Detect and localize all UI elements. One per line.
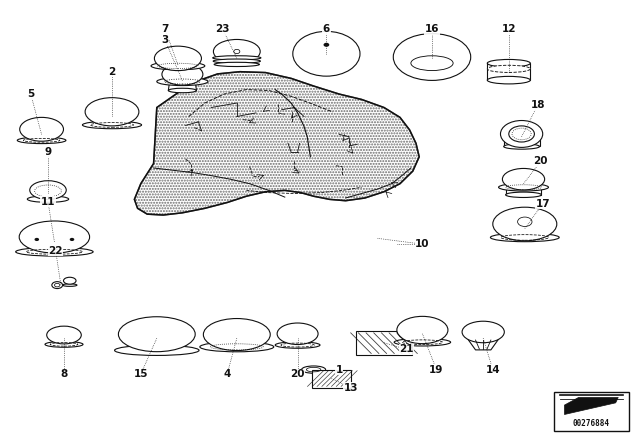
Text: 4: 4 (223, 369, 231, 379)
Ellipse shape (487, 60, 531, 67)
Ellipse shape (15, 247, 93, 256)
Text: 20: 20 (534, 156, 548, 166)
Ellipse shape (63, 277, 76, 284)
Text: 14: 14 (486, 365, 500, 375)
Ellipse shape (17, 137, 66, 144)
Ellipse shape (151, 62, 205, 70)
Text: 16: 16 (425, 24, 439, 34)
Ellipse shape (213, 59, 260, 63)
Polygon shape (504, 134, 540, 146)
Text: 19: 19 (429, 365, 444, 375)
Ellipse shape (506, 192, 541, 198)
Ellipse shape (168, 88, 196, 93)
Ellipse shape (28, 196, 68, 202)
Polygon shape (312, 370, 351, 388)
Ellipse shape (63, 284, 77, 286)
Text: 6: 6 (323, 24, 330, 34)
Ellipse shape (397, 316, 448, 344)
Polygon shape (487, 63, 531, 80)
Text: 00276884: 00276884 (573, 419, 610, 428)
Ellipse shape (502, 168, 545, 190)
Ellipse shape (214, 62, 259, 66)
Text: 13: 13 (344, 383, 358, 392)
Ellipse shape (275, 342, 320, 348)
Ellipse shape (204, 319, 270, 350)
Text: 5: 5 (27, 89, 35, 99)
Ellipse shape (83, 121, 141, 129)
Text: 8: 8 (60, 369, 68, 379)
Text: 11: 11 (41, 197, 55, 207)
Polygon shape (168, 82, 196, 90)
Text: 3: 3 (161, 35, 169, 45)
Ellipse shape (212, 56, 261, 60)
Ellipse shape (394, 339, 451, 346)
Text: 15: 15 (134, 369, 148, 379)
Text: 9: 9 (44, 147, 52, 157)
Ellipse shape (509, 126, 534, 142)
Ellipse shape (200, 342, 274, 352)
Text: 17: 17 (536, 199, 550, 209)
Ellipse shape (499, 184, 548, 191)
Ellipse shape (157, 78, 208, 86)
Ellipse shape (118, 317, 195, 352)
Text: 7: 7 (161, 24, 169, 34)
Polygon shape (468, 339, 499, 350)
Ellipse shape (213, 39, 260, 64)
Ellipse shape (35, 238, 39, 241)
Text: 10: 10 (415, 239, 429, 249)
Ellipse shape (45, 341, 83, 347)
Text: 18: 18 (531, 100, 545, 110)
Polygon shape (134, 72, 419, 215)
Ellipse shape (500, 121, 543, 147)
Text: 21: 21 (399, 345, 413, 354)
Ellipse shape (301, 366, 326, 373)
Text: 22: 22 (49, 246, 63, 256)
Ellipse shape (487, 77, 531, 84)
Ellipse shape (487, 65, 531, 73)
Polygon shape (356, 331, 412, 355)
Ellipse shape (19, 221, 90, 253)
Polygon shape (554, 392, 629, 431)
Ellipse shape (323, 43, 329, 47)
Ellipse shape (47, 326, 81, 344)
Ellipse shape (70, 238, 74, 241)
Ellipse shape (490, 233, 559, 242)
Ellipse shape (52, 282, 63, 289)
Ellipse shape (462, 321, 504, 343)
Ellipse shape (277, 323, 318, 345)
Ellipse shape (493, 207, 557, 241)
Ellipse shape (393, 34, 471, 80)
Text: 20: 20 (291, 369, 305, 379)
Text: 23: 23 (216, 24, 230, 34)
Ellipse shape (411, 56, 453, 70)
Ellipse shape (162, 64, 203, 85)
Ellipse shape (30, 181, 67, 199)
Ellipse shape (292, 31, 360, 76)
Ellipse shape (154, 46, 202, 71)
Ellipse shape (85, 98, 139, 126)
Polygon shape (564, 397, 618, 414)
Text: 12: 12 (502, 24, 516, 34)
Text: 1: 1 (335, 365, 343, 375)
Text: 2: 2 (108, 67, 116, 77)
Text: 10: 10 (415, 239, 429, 249)
Ellipse shape (20, 117, 63, 141)
Ellipse shape (504, 144, 540, 149)
Polygon shape (506, 187, 541, 195)
Ellipse shape (115, 345, 199, 355)
